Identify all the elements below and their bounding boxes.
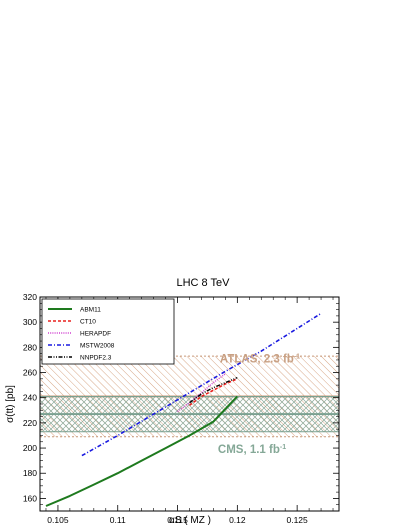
y-axis-label: σ(tt) [pb]	[5, 385, 16, 423]
series-ct10	[189, 378, 238, 406]
series-layer	[45, 312, 322, 507]
y-tick-label: 260	[23, 368, 37, 378]
series-herapdf	[177, 373, 226, 413]
y-tick-label: 200	[23, 443, 37, 453]
x-tick-label: 0.11	[110, 515, 126, 525]
legend-label: NNPDF2.3	[80, 355, 112, 362]
series-nnpdf2-3	[189, 376, 238, 404]
atlas-band-label: ATLAS, 2.3 fb-1	[220, 353, 300, 365]
y-axis: 160 180 200 220 240 260 280 300 320	[23, 292, 339, 506]
legend-label: CT10	[80, 319, 96, 326]
y-tick-label: 160	[23, 493, 37, 503]
series-mstw2008	[81, 312, 322, 457]
chart-title: LHC 8 TeV	[177, 277, 231, 289]
legend-label: HERAPDF	[80, 331, 111, 338]
x-axis-label: αS ( MZ )	[169, 515, 211, 526]
y-tick-label: 220	[23, 418, 37, 428]
series-abm11	[45, 395, 239, 507]
y-tick-label: 300	[23, 317, 37, 327]
y-tick-label: 280	[23, 342, 37, 352]
band-labels: ATLAS, 2.3 fb-1 CMS, 1.1 fb-1	[218, 353, 300, 456]
bands-layer	[40, 355, 339, 438]
x-tick-label: 0.105	[47, 515, 69, 525]
legend: ABM11 CT10 HERAPDF MSTW2008 NNPDF2.3	[41, 298, 175, 365]
x-tick-label: 0.125	[286, 515, 308, 525]
y-tick-label: 180	[23, 468, 37, 478]
x-tick-label: 0.115	[167, 515, 188, 525]
x-tick-label: 0.12	[229, 515, 246, 525]
y-tick-label: 240	[23, 393, 37, 403]
y-tick-label: 320	[23, 292, 37, 302]
cms-band-label: CMS, 1.1 fb-1	[218, 444, 286, 456]
x-axis: 0.105 0.11 0.115 0.12 0.125	[45, 297, 334, 525]
legend-label: ABM11	[80, 307, 101, 314]
legend-label: MSTW2008	[80, 343, 115, 350]
